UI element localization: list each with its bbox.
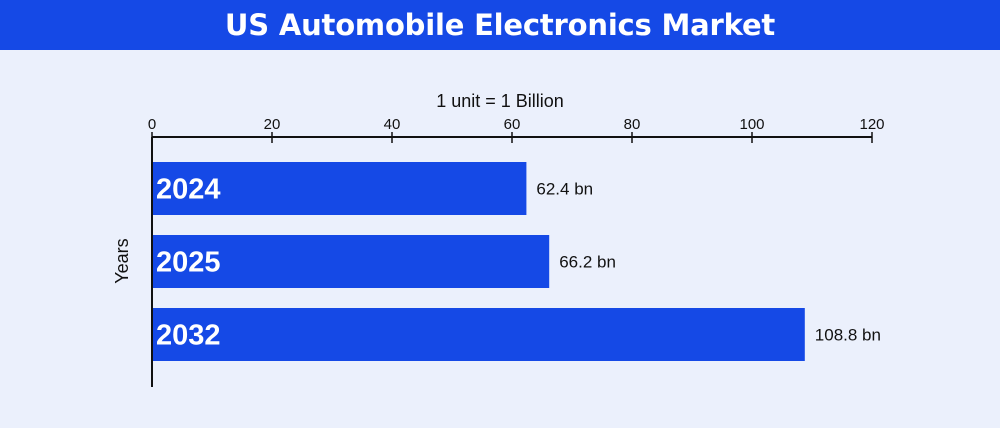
bar-chart: 1 unit = 1 Billion 0 20 40 60 80 100 120 Years…	[112, 91, 885, 387]
y-axis-title: Years	[112, 238, 132, 283]
bar-value-label: 66.2 bn	[559, 253, 616, 272]
bar	[153, 162, 527, 215]
bar	[153, 235, 550, 288]
x-tick-label: 100	[739, 116, 764, 133]
x-axis: 0 20 40 60 80 100 120	[148, 116, 885, 143]
chart-area: 1 unit = 1 Billion 0 20 40 60 80 100 120 Years…	[0, 50, 1000, 423]
x-tick-label: 60	[504, 116, 521, 133]
chart-subtitle: 1 unit = 1 Billion	[436, 91, 564, 111]
bar	[153, 308, 805, 361]
x-tick-label: 80	[624, 116, 641, 133]
chart-header: US Automobile Electronics Market	[0, 0, 1000, 50]
x-tick-label: 120	[859, 116, 884, 133]
bar-category-label: 2025	[156, 247, 221, 279]
x-tick-label: 0	[148, 116, 156, 133]
bar-value-label: 108.8 bn	[815, 326, 881, 345]
chart-title: US Automobile Electronics Market	[224, 8, 776, 42]
bar-series: 2024 62.4 bn 2025 66.2 bn 2032 108.8 bn	[153, 162, 881, 361]
x-tick-label: 40	[384, 116, 401, 133]
bar-category-label: 2032	[156, 320, 221, 352]
x-tick-label: 20	[264, 116, 281, 133]
bar-category-label: 2024	[156, 174, 221, 206]
bar-value-label: 62.4 bn	[536, 180, 593, 199]
